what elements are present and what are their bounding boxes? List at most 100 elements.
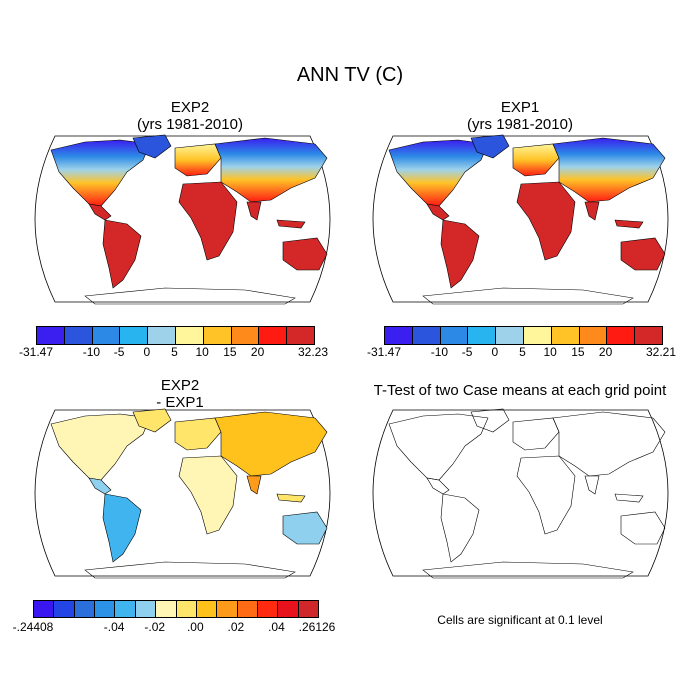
exp2-title: EXP2 — [170, 99, 210, 116]
colorbar-swatch — [176, 601, 197, 617]
australia-landmass — [282, 237, 328, 271]
colorbar-swatch — [64, 327, 93, 344]
colorbar-tick-label: 32.21 — [645, 345, 677, 359]
north-america-landmass — [388, 413, 489, 481]
colorbar-swatch — [440, 327, 469, 344]
diff-title: EXP2 — [160, 377, 200, 394]
colorbar-swatch — [412, 327, 441, 344]
exp1-title: EXP1 — [500, 99, 540, 116]
colorbar-tick-label: -31.47 — [366, 345, 402, 359]
north-america-landmass — [50, 413, 151, 481]
central-america-landmass — [426, 203, 450, 221]
colorbar-tick-label: -5 — [113, 345, 125, 359]
asia-landmass — [552, 411, 666, 477]
colorbar-swatch — [298, 601, 319, 617]
africa-landmass — [178, 181, 238, 261]
colorbar-tick-label: .02 — [227, 620, 245, 634]
colorbar-swatch — [135, 601, 157, 617]
india-landmass — [246, 475, 262, 495]
antarctica-landmass — [84, 561, 296, 579]
central-america-landmass — [426, 477, 450, 495]
india-landmass — [246, 201, 262, 221]
asia-landmass — [214, 411, 328, 477]
colorbar-swatch — [278, 601, 299, 617]
colorbar-swatch — [259, 327, 288, 344]
colorbar-tick-label: -.04 — [103, 620, 125, 634]
colorbar-swatch — [203, 327, 232, 344]
colorbar-swatch — [34, 601, 55, 617]
colorbar-swatch — [551, 327, 580, 344]
south-america-landmass — [440, 493, 480, 563]
diff-colorbar-labels: -.24408 -.04 -.02 .00 .02 .04 .26126 — [13, 620, 336, 636]
colorbar-swatch — [385, 327, 413, 344]
south-america-landmass — [440, 219, 480, 289]
colorbar-swatch — [496, 327, 524, 344]
greenland-landmass — [470, 134, 510, 159]
colorbar-swatch — [95, 601, 116, 617]
colorbar-swatch — [115, 601, 136, 617]
colorbar-swatch — [579, 327, 608, 344]
colorbar-swatch — [287, 327, 314, 344]
exp1-subtitle: (yrs 1981-2010) — [467, 116, 573, 133]
antarctica-landmass — [84, 287, 296, 305]
colorbar-tick-label: 20 — [250, 345, 265, 359]
exp1-colorbar-labels: -31.47 -10 -5 0 5 10 15 20 32.21 — [367, 345, 676, 361]
africa-landmass — [516, 181, 576, 261]
australia-landmass — [620, 237, 666, 271]
south-america-landmass — [102, 219, 142, 289]
colorbar-tick-label: 0 — [491, 345, 499, 359]
colorbar-swatch — [92, 327, 121, 344]
india-landmass — [584, 201, 600, 221]
africa-landmass — [178, 455, 238, 535]
diff-map — [34, 408, 331, 579]
colorbar-swatch — [237, 601, 258, 617]
central-america-landmass — [88, 203, 112, 221]
colorbar-swatch — [468, 327, 497, 344]
indonesia-landmass — [276, 219, 306, 229]
north-america-landmass — [50, 139, 151, 207]
exp2-colorbar — [36, 326, 315, 345]
colorbar-swatch — [217, 601, 238, 617]
colorbar-swatch — [196, 601, 218, 617]
australia-landmass — [282, 511, 328, 545]
map-frame — [372, 409, 669, 577]
australia-landmass — [620, 511, 666, 545]
greenland-landmass — [132, 408, 172, 433]
exp1-map — [372, 134, 669, 305]
asia-landmass — [214, 137, 328, 203]
exp2-colorbar-labels: -31.47 -10 -5 0 5 10 15 20 32.23 — [19, 345, 328, 361]
indonesia-landmass — [614, 493, 644, 503]
exp1-panel-title: EXP1 (yrs 1981-2010) — [410, 99, 630, 133]
colorbar-swatch — [148, 327, 176, 344]
diff-subtitle: - EXP1 — [156, 394, 204, 411]
ttest-map — [372, 408, 669, 579]
diff-colorbar — [33, 600, 319, 618]
ttest-panel-title: T-Test of two Case means at each grid po… — [373, 382, 667, 399]
antarctica-landmass — [422, 287, 634, 305]
colorbar-tick-label: -31.47 — [18, 345, 54, 359]
colorbar-swatch — [120, 327, 149, 344]
asia-landmass — [552, 137, 666, 203]
colorbar-tick-label: -.02 — [144, 620, 166, 634]
colorbar-swatch — [74, 601, 96, 617]
colorbar-tick-label: -10 — [430, 345, 449, 359]
central-america-landmass — [88, 477, 112, 495]
indonesia-landmass — [614, 219, 644, 229]
exp2-subtitle: (yrs 1981-2010) — [137, 116, 243, 133]
indonesia-landmass — [276, 493, 306, 503]
colorbar-tick-label: 10 — [543, 345, 557, 359]
north-america-landmass — [388, 139, 489, 207]
colorbar-swatch — [523, 327, 552, 344]
colorbar-swatch — [231, 327, 260, 344]
significance-note: Cells are significant at 0.1 level — [437, 613, 603, 627]
colorbar-swatch — [54, 601, 75, 617]
colorbar-tick-label: 15 — [571, 345, 585, 359]
colorbar-tick-label: -5 — [461, 345, 473, 359]
greenland-landmass — [132, 134, 172, 159]
colorbar-tick-label: 15 — [223, 345, 237, 359]
colorbar-tick-label: .04 — [268, 620, 285, 634]
colorbar-tick-label: -10 — [82, 345, 101, 359]
colorbar-tick-label: 10 — [195, 345, 209, 359]
colorbar-tick-label: 5 — [519, 345, 526, 359]
exp2-panel-title: EXP2 (yrs 1981-2010) — [80, 99, 300, 133]
